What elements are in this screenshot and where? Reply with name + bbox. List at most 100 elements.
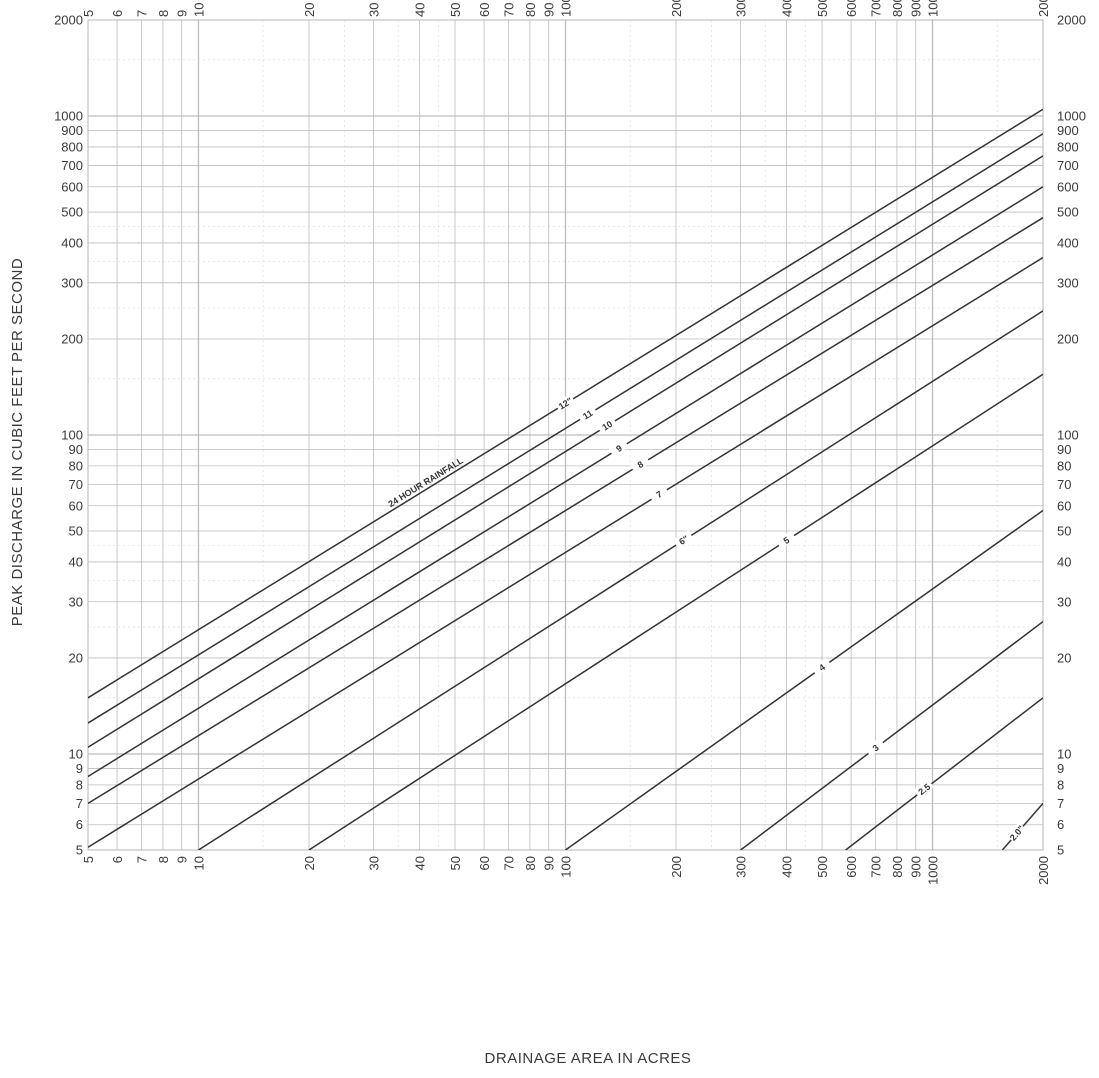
x-tick-label-bottom: 6 bbox=[110, 856, 125, 863]
x-tick-label-top: 1000 bbox=[926, 0, 941, 17]
x-tick-label-top: 900 bbox=[909, 0, 924, 17]
curve-label: 11 bbox=[581, 408, 594, 422]
y-axis-title: PEAK DISCHARGE IN CUBIC FEET PER SECOND bbox=[9, 258, 26, 626]
curve-label-bg bbox=[913, 779, 934, 798]
x-tick-label-bottom: 1000 bbox=[926, 856, 941, 885]
y-tick-label-left: 8 bbox=[76, 777, 83, 792]
x-tick-label-top: 700 bbox=[869, 0, 884, 17]
y-tick-label-left: 2000 bbox=[54, 13, 83, 28]
y-tick-label-right: 50 bbox=[1057, 524, 1071, 539]
y-tick-label-right: 10 bbox=[1057, 746, 1071, 761]
y-tick-label-right: 700 bbox=[1057, 158, 1079, 173]
y-tick-label-left: 90 bbox=[69, 442, 83, 457]
y-tick-label-right: 70 bbox=[1057, 477, 1071, 492]
rainfall-curve bbox=[308, 373, 1043, 850]
y-tick-label-right: 90 bbox=[1057, 442, 1071, 457]
x-tick-label-bottom: 20 bbox=[302, 856, 317, 870]
x-tick-label-bottom: 400 bbox=[779, 856, 794, 878]
y-tick-label-right: 7 bbox=[1057, 796, 1064, 811]
x-tick-label-bottom: 5 bbox=[81, 856, 96, 863]
y-tick-label-right: 2000 bbox=[1057, 13, 1086, 28]
x-tick-label-top: 2000 bbox=[1036, 0, 1051, 17]
y-tick-label-left: 900 bbox=[61, 123, 83, 138]
y-tick-label-left: 500 bbox=[61, 205, 83, 220]
curve-label-bg bbox=[629, 454, 651, 473]
y-tick-label-left: 400 bbox=[61, 235, 83, 250]
x-tick-label-top: 600 bbox=[844, 0, 859, 17]
x-tick-label-bottom: 500 bbox=[815, 856, 830, 878]
y-tick-label-right: 30 bbox=[1057, 594, 1071, 609]
y-tick-label-right: 80 bbox=[1057, 458, 1071, 473]
x-tick-label-bottom: 700 bbox=[869, 856, 884, 878]
curve-label: 7 bbox=[654, 489, 664, 500]
x-tick-label-bottom: 9 bbox=[175, 856, 190, 863]
y-tick-label-left: 6 bbox=[76, 817, 83, 832]
curve-label-bg bbox=[576, 404, 598, 423]
y-tick-label-left: 300 bbox=[61, 275, 83, 290]
x-tick-label-top: 7 bbox=[135, 10, 150, 17]
x-tick-label-top: 80 bbox=[523, 3, 538, 17]
x-tick-label-bottom: 90 bbox=[542, 856, 557, 870]
rainfall-curve bbox=[740, 621, 1043, 850]
x-tick-label-bottom: 100 bbox=[559, 856, 574, 878]
y-tick-label-left: 1000 bbox=[54, 109, 83, 124]
y-tick-label-left: 9 bbox=[76, 761, 83, 776]
y-tick-label-left: 10 bbox=[69, 746, 83, 761]
y-tick-label-right: 20 bbox=[1057, 650, 1071, 665]
x-tick-label-top: 30 bbox=[367, 3, 382, 17]
x-tick-label-top: 200 bbox=[669, 0, 684, 17]
x-tick-label-bottom: 200 bbox=[669, 856, 684, 878]
rainfall-curve bbox=[88, 186, 1043, 778]
annotation-24-hour-rainfall: 24 HOUR RAINFALL bbox=[386, 455, 465, 509]
x-tick-label-bottom: 2000 bbox=[1036, 856, 1051, 885]
curve-label-bg bbox=[775, 530, 797, 549]
y-tick-label-right: 800 bbox=[1057, 139, 1079, 154]
x-tick-label-bottom: 60 bbox=[477, 856, 492, 870]
curve-layer bbox=[88, 108, 1043, 850]
y-tick-label-right: 1000 bbox=[1057, 109, 1086, 124]
curve-label: 10 bbox=[600, 419, 614, 433]
curve-label-bg bbox=[1006, 822, 1027, 843]
tick-label-layer: 5566778899101020203030404050506060707080… bbox=[54, 0, 1086, 885]
x-tick-label-top: 500 bbox=[815, 0, 830, 17]
y-tick-label-right: 300 bbox=[1057, 275, 1079, 290]
curve-label: 8 bbox=[636, 459, 646, 470]
y-tick-label-right: 900 bbox=[1057, 123, 1079, 138]
x-tick-label-top: 400 bbox=[779, 0, 794, 17]
x-tick-label-top: 10 bbox=[191, 3, 206, 17]
x-tick-label-top: 8 bbox=[156, 10, 171, 17]
x-tick-label-top: 60 bbox=[477, 3, 492, 17]
curve-label-bg bbox=[672, 530, 694, 549]
y-tick-label-right: 500 bbox=[1057, 205, 1079, 220]
x-axis-title: DRAINAGE AREA IN ACRES bbox=[485, 1050, 692, 1067]
x-tick-label-top: 70 bbox=[502, 3, 517, 17]
x-tick-label-bottom: 70 bbox=[502, 856, 517, 870]
curve-label-bg bbox=[811, 657, 832, 677]
curve-label: 4 bbox=[817, 662, 827, 673]
curve-label: 3 bbox=[871, 742, 881, 753]
curve-label: 5 bbox=[782, 535, 792, 546]
rainfall-curve bbox=[88, 133, 1043, 724]
x-tick-label-bottom: 300 bbox=[734, 856, 749, 878]
y-tick-label-left: 40 bbox=[69, 554, 83, 569]
x-tick-label-bottom: 600 bbox=[844, 856, 859, 878]
curve-label-bg bbox=[554, 393, 576, 412]
grid-layer bbox=[87, 19, 1044, 851]
x-tick-label-bottom: 10 bbox=[191, 856, 206, 870]
y-tick-label-right: 40 bbox=[1057, 554, 1071, 569]
y-tick-label-left: 30 bbox=[69, 594, 83, 609]
y-tick-label-right: 6 bbox=[1057, 817, 1064, 832]
y-tick-label-left: 700 bbox=[61, 158, 83, 173]
rainfall-curve bbox=[88, 217, 1043, 805]
rainfall-curve bbox=[198, 310, 1043, 850]
x-tick-label-bottom: 7 bbox=[135, 856, 150, 863]
y-tick-label-right: 5 bbox=[1057, 843, 1064, 858]
x-tick-label-top: 300 bbox=[734, 0, 749, 17]
y-tick-label-left: 7 bbox=[76, 796, 83, 811]
y-tick-label-left: 60 bbox=[69, 498, 83, 513]
y-tick-label-right: 200 bbox=[1057, 331, 1079, 346]
x-tick-label-top: 20 bbox=[302, 3, 317, 17]
rainfall-curve bbox=[845, 697, 1043, 850]
